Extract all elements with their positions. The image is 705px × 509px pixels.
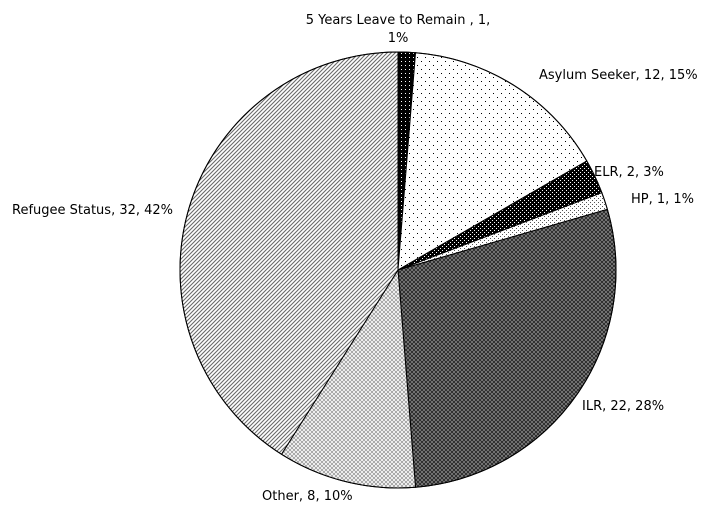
pie-label-elr: ELR, 2, 3% xyxy=(594,165,664,180)
pie-label-line: Refugee Status, 32, 42% xyxy=(12,203,173,218)
pie-label-line: Other, 8, 10% xyxy=(262,489,353,504)
pie-label-line: 5 Years Leave to Remain , 1, xyxy=(306,13,491,28)
pie-label-line: ELR, 2, 3% xyxy=(594,165,664,180)
pie-label-5-years-leave-to-remain: 5 Years Leave to Remain , 1, 1% xyxy=(306,13,491,46)
pie-label-line: Asylum Seeker, 12, 15% xyxy=(539,68,698,83)
pie-label-asylum-seeker: Asylum Seeker, 12, 15% xyxy=(539,68,698,83)
pie-label-other: Other, 8, 10% xyxy=(262,489,353,504)
pie-label-refugee-status: Refugee Status, 32, 42% xyxy=(12,203,173,218)
pie-label-ilr: ILR, 22, 28% xyxy=(582,399,664,414)
pie-label-line: 1% xyxy=(388,31,409,46)
pie-label-hp: HP, 1, 1% xyxy=(631,192,694,207)
pie-outline xyxy=(179,51,617,489)
pie-label-line: ILR, 22, 28% xyxy=(582,399,664,414)
pie-label-line: HP, 1, 1% xyxy=(631,192,694,207)
